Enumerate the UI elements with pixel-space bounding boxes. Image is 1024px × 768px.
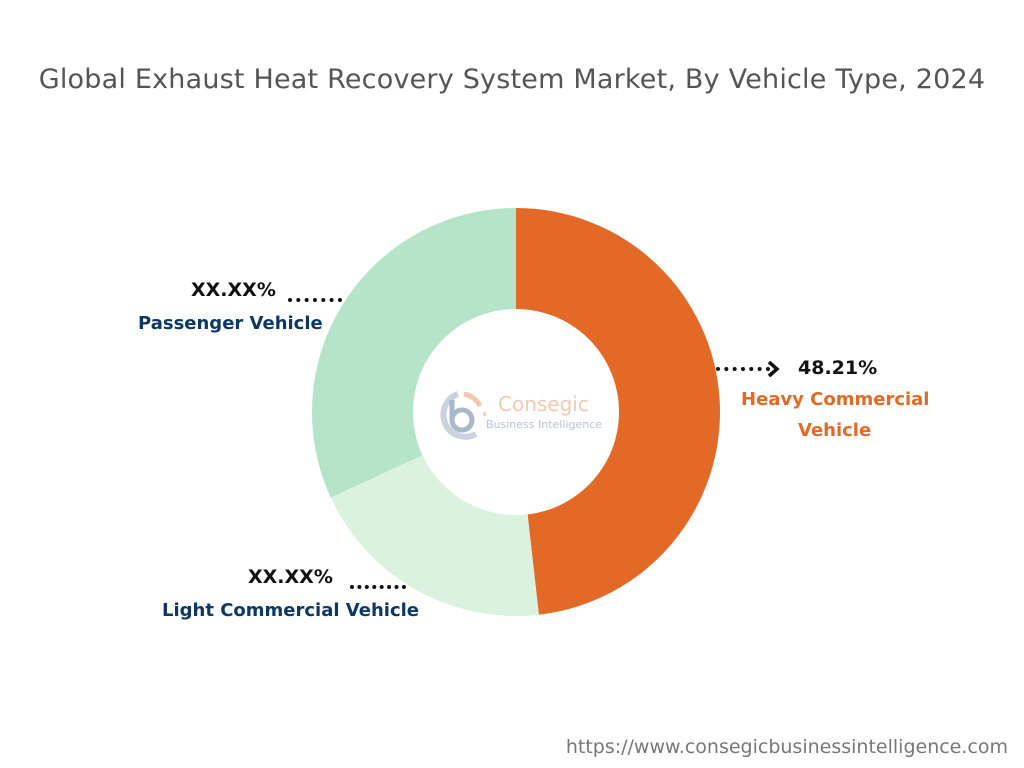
logo-mark-icon — [440, 391, 486, 440]
lcv-leader-line — [350, 585, 406, 589]
logo-brand: Consegic — [498, 392, 589, 416]
hcv-category-label-line1: Heavy Commercial — [741, 389, 930, 410]
lcv-value-label: XX.XX% — [248, 566, 333, 588]
slice-passenger-vehicle — [311, 208, 516, 498]
pv-leader-line — [288, 298, 342, 302]
pv-value-label: XX.XX% — [191, 279, 276, 301]
lcv-category-label: Light Commercial Vehicle — [162, 600, 419, 621]
consegic-logo: Consegic Business Intelligence — [436, 386, 606, 446]
slice-heavy-commercial-vehicle — [516, 208, 721, 615]
logo-subtitle: Business Intelligence — [486, 418, 603, 431]
chart-title: Global Exhaust Heat Recovery System Mark… — [38, 64, 986, 95]
hcv-leader-line — [716, 367, 770, 371]
hcv-value-label: 48.21% — [798, 357, 878, 379]
source-url[interactable]: https://www.consegicbusinessintelligence… — [565, 736, 1008, 758]
pv-category-label: Passenger Vehicle — [138, 313, 323, 334]
hcv-category-label-line2: Vehicle — [798, 420, 872, 441]
slice-light-commercial-vehicle — [330, 455, 539, 616]
